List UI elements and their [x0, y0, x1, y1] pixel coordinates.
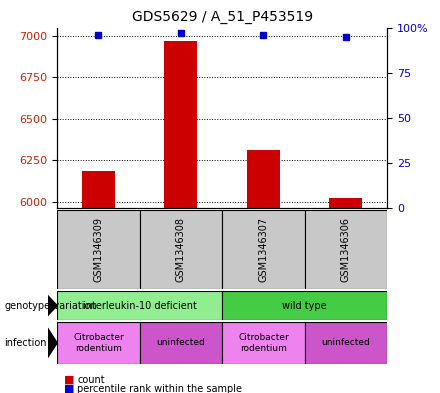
Bar	[57, 291, 222, 320]
Bar	[222, 291, 387, 320]
Title: GDS5629 / A_51_P453519: GDS5629 / A_51_P453519	[132, 10, 313, 24]
Text: percentile rank within the sample: percentile rank within the sample	[77, 384, 242, 393]
Text: count: count	[77, 375, 105, 385]
Bar	[165, 41, 198, 208]
Bar	[57, 210, 140, 289]
Bar	[82, 171, 115, 208]
Text: GSM1346306: GSM1346306	[341, 217, 351, 282]
Text: genotype/variation: genotype/variation	[4, 301, 97, 310]
Bar	[305, 322, 387, 364]
Bar	[222, 322, 305, 364]
Bar	[247, 150, 280, 208]
Text: infection: infection	[4, 338, 47, 348]
Text: ■: ■	[64, 384, 74, 393]
Bar	[57, 322, 140, 364]
Text: GSM1346308: GSM1346308	[176, 217, 186, 282]
Bar	[140, 322, 222, 364]
Text: Citrobacter
rodentium: Citrobacter rodentium	[73, 333, 124, 353]
Text: wild type: wild type	[282, 301, 327, 310]
Text: GSM1346307: GSM1346307	[258, 217, 268, 282]
Polygon shape	[48, 328, 57, 358]
Polygon shape	[48, 296, 57, 316]
Text: interleukin-10 deficient: interleukin-10 deficient	[83, 301, 197, 310]
Bar	[305, 210, 387, 289]
Text: Citrobacter
rodentium: Citrobacter rodentium	[238, 333, 289, 353]
Text: uninfected: uninfected	[322, 338, 370, 347]
Bar	[330, 198, 363, 208]
Text: GSM1346309: GSM1346309	[93, 217, 103, 282]
Bar	[140, 210, 222, 289]
Text: ■: ■	[64, 375, 74, 385]
Text: uninfected: uninfected	[157, 338, 205, 347]
Bar	[222, 210, 305, 289]
